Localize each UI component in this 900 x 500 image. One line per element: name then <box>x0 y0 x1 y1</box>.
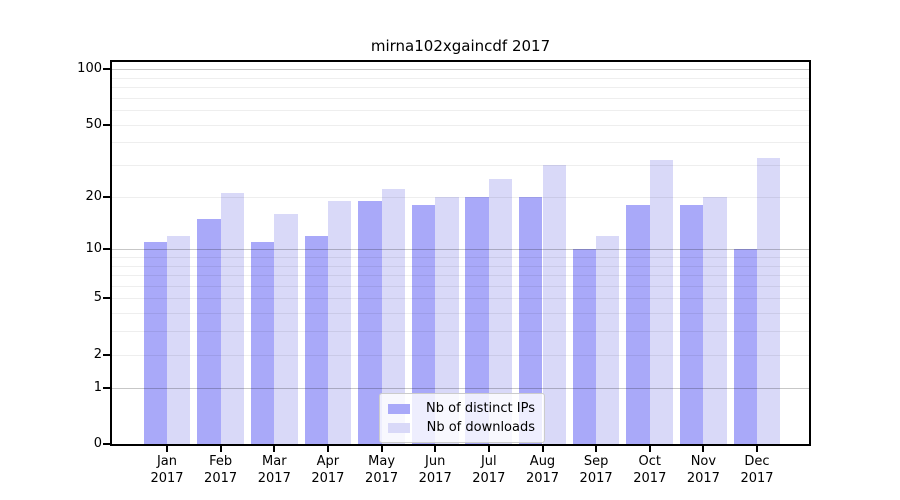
bar-distinct-ips-jun <box>411 204 436 444</box>
y-tick-mark-0 <box>103 443 110 445</box>
x-tick-mark-may <box>380 446 383 452</box>
gridline-80 <box>112 86 809 88</box>
bar-distinct-ips-apr <box>304 235 328 444</box>
bar-distinct-ips-mar <box>250 242 275 444</box>
bar-downloads-jul <box>488 179 513 444</box>
x-tick-label-aug: Aug 2017 <box>525 454 560 486</box>
bar-distinct-ips-jul <box>465 196 489 444</box>
bar-downloads-jan <box>167 235 191 444</box>
y-tick-label-20: 20 <box>85 188 102 204</box>
gridline-100 <box>112 69 809 70</box>
bar-downloads-may <box>381 189 405 444</box>
legend-item-distinct-ips: Nb of distinct IPs <box>380 401 544 416</box>
legend-swatch-downloads <box>388 422 410 433</box>
x-tick-label-jul: Jul 2017 <box>472 454 506 486</box>
gridline-60 <box>112 110 809 111</box>
x-tick-label-apr: Apr 2017 <box>311 454 345 486</box>
bar-distinct-ips-feb <box>197 218 221 444</box>
bar-distinct-ips-sep <box>572 249 597 444</box>
x-tick-mark-jun <box>434 446 437 452</box>
x-tick-mark-apr <box>326 446 329 452</box>
bar-downloads-apr <box>327 200 352 444</box>
bar-downloads-oct <box>649 159 674 444</box>
x-tick-label-jun: Jun 2017 <box>418 454 452 486</box>
x-tick-label-nov: Nov 2017 <box>686 454 720 486</box>
gridline-50 <box>112 124 809 126</box>
bar-downloads-aug <box>542 165 566 444</box>
y-tick-label-2: 2 <box>93 346 102 362</box>
y-tick-label-50: 50 <box>85 116 102 132</box>
x-tick-mark-oct <box>648 446 651 452</box>
x-tick-mark-jan <box>166 446 168 452</box>
gridline-30 <box>112 165 809 166</box>
x-tick-label-sep: Sep 2017 <box>579 454 613 486</box>
x-tick-mark-dec <box>756 446 758 452</box>
bar-downloads-mar <box>274 213 298 444</box>
bar-distinct-ips-oct <box>626 204 650 444</box>
legend-item-downloads: Nb of downloads <box>380 420 544 435</box>
y-tick-mark-2 <box>103 353 110 356</box>
x-tick-label-jan: Jan 2017 <box>150 454 184 486</box>
y-tick-mark-10 <box>103 248 110 251</box>
legend: Nb of distinct IPs Nb of downloads <box>379 393 545 443</box>
bar-downloads-dec <box>757 157 781 444</box>
y-tick-label-10: 10 <box>85 241 102 257</box>
bar-downloads-sep <box>596 235 620 444</box>
gridline-40 <box>112 142 809 144</box>
legend-label-distinct-ips: Nb of distinct IPs <box>426 401 535 416</box>
x-tick-mark-feb <box>219 446 222 452</box>
plot-area: Nb of distinct IPs Nb of downloads <box>110 60 811 446</box>
gridline-70 <box>112 97 809 99</box>
bar-distinct-ips-jan <box>143 242 167 444</box>
bar-distinct-ips-aug <box>519 196 543 444</box>
x-tick-mark-aug <box>541 446 544 452</box>
y-tick-mark-50 <box>103 123 110 126</box>
legend-label-downloads: Nb of downloads <box>426 420 535 435</box>
x-tick-label-dec: Dec 2017 <box>740 454 774 486</box>
x-tick-mark-mar <box>273 446 276 452</box>
y-tick-label-100: 100 <box>77 61 102 76</box>
y-tick-label-5: 5 <box>93 290 102 306</box>
bar-downloads-nov <box>703 196 727 444</box>
x-tick-label-feb: Feb 2017 <box>204 454 238 486</box>
bar-distinct-ips-nov <box>680 204 704 444</box>
x-tick-label-oct: Oct 2017 <box>633 454 667 486</box>
y-tick-mark-100 <box>103 68 110 70</box>
bar-distinct-ips-may <box>358 200 382 444</box>
bar-distinct-ips-dec <box>733 249 757 444</box>
legend-swatch-distinct-ips <box>388 403 410 414</box>
y-tick-mark-1 <box>103 386 110 389</box>
x-tick-label-may: May 2017 <box>365 454 399 486</box>
gridline-90 <box>112 77 809 79</box>
x-tick-mark-sep <box>595 446 598 452</box>
chart-title: mirna102xgaincdf 2017 <box>370 37 551 55</box>
x-tick-mark-nov <box>702 446 705 452</box>
bar-downloads-feb <box>220 192 244 444</box>
y-tick-label-0: 0 <box>93 436 102 451</box>
y-tick-label-1: 1 <box>93 379 102 395</box>
x-tick-mark-jul <box>487 446 490 452</box>
y-tick-mark-20 <box>103 195 110 198</box>
x-tick-label-mar: Mar 2017 <box>257 454 291 486</box>
y-tick-mark-5 <box>103 297 110 300</box>
bar-downloads-jun <box>435 196 459 444</box>
